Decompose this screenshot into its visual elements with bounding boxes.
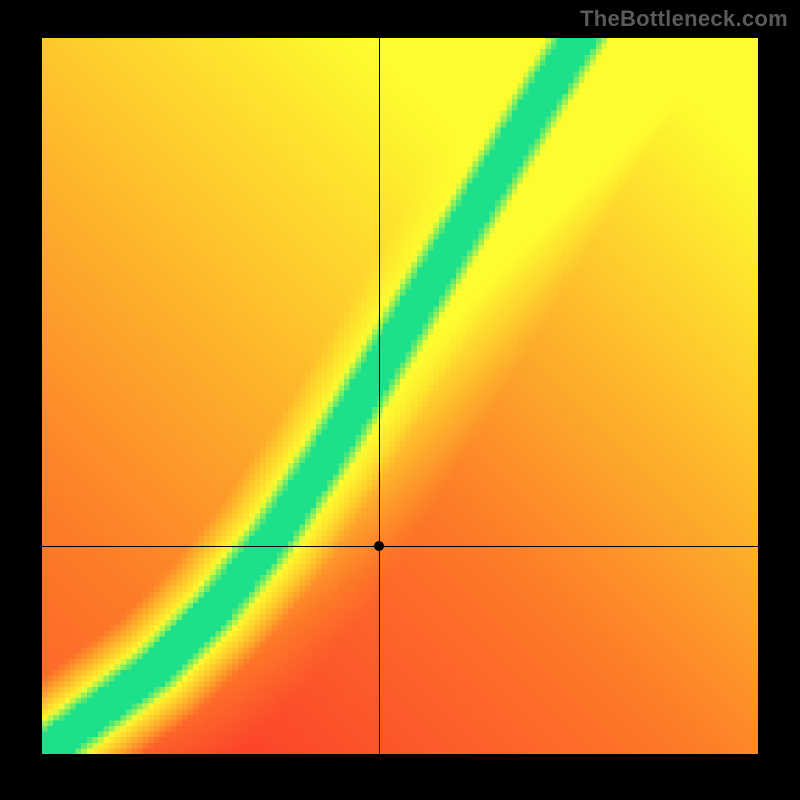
watermark-text: TheBottleneck.com	[580, 6, 788, 32]
crosshair-dot	[374, 541, 384, 551]
crosshair-horizontal	[42, 546, 758, 547]
plot-area	[42, 38, 758, 754]
crosshair-vertical	[379, 38, 380, 754]
chart-container: TheBottleneck.com	[0, 0, 800, 800]
heatmap-canvas	[42, 38, 758, 754]
